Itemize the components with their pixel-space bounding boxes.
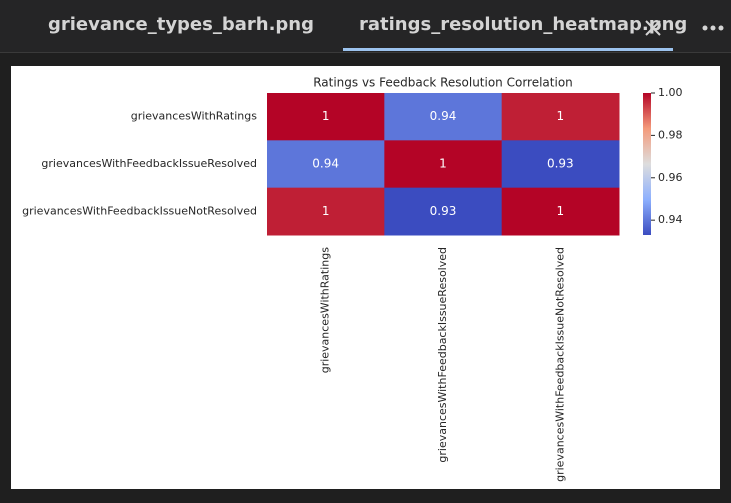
heatmap-cell	[384, 187, 503, 236]
cell-label: 0.93	[430, 204, 457, 218]
tab[interactable]: grievance_types_barh.png	[48, 14, 315, 35]
heatmap-cell	[501, 187, 620, 236]
column-label: grievancesWithRatings	[319, 247, 332, 374]
image-panel: Ratings vs Feedback Resolution Correlati…	[11, 66, 720, 489]
row-label: grievancesWithFeedbackIssueNotResolved	[22, 204, 257, 217]
row-label: grievancesWithFeedbackIssueResolved	[41, 157, 257, 170]
colorbar-tick-label: 0.98	[658, 128, 683, 141]
heatmap-cell	[501, 140, 620, 189]
heatmap-cell	[384, 140, 503, 189]
tab-active[interactable]: ratings_resolution_heatmap.png	[359, 14, 688, 35]
cell-label: 1	[557, 109, 565, 123]
chart: Ratings vs Feedback Resolution Correlati…	[22, 76, 683, 482]
cell-label: 1	[322, 109, 330, 123]
chart-title: Ratings vs Feedback Resolution Correlati…	[313, 76, 573, 90]
colorbar-tick-label: 0.96	[658, 171, 683, 184]
heatmap-cell	[501, 93, 620, 141]
heatmap-cell	[384, 93, 503, 141]
more-icon[interactable]	[700, 22, 726, 34]
tab-bar: grievance_types_barh.png ratings_resolut…	[0, 0, 731, 53]
heatmap-cell	[267, 140, 385, 189]
cell-label: 0.94	[430, 109, 457, 123]
cell-label: 0.94	[312, 157, 339, 171]
heatmap-cell	[267, 187, 385, 236]
colorbar	[643, 93, 651, 235]
column-label: grievancesWithFeedbackIssueResolved	[436, 247, 449, 463]
cell-label: 1	[322, 204, 330, 218]
cell-label: 1	[557, 204, 565, 218]
row-label: grievancesWithRatings	[131, 110, 258, 123]
colorbar-tick-label: 0.94	[658, 213, 683, 226]
cell-label: 0.93	[547, 157, 574, 171]
column-label: grievancesWithFeedbackIssueNotResolved	[553, 247, 566, 482]
colorbar-tick-label: 1.00	[658, 86, 683, 99]
cell-label: 1	[439, 157, 447, 171]
heatmap-cell	[267, 93, 385, 141]
active-underline	[343, 48, 673, 51]
close-icon[interactable]	[643, 18, 663, 38]
